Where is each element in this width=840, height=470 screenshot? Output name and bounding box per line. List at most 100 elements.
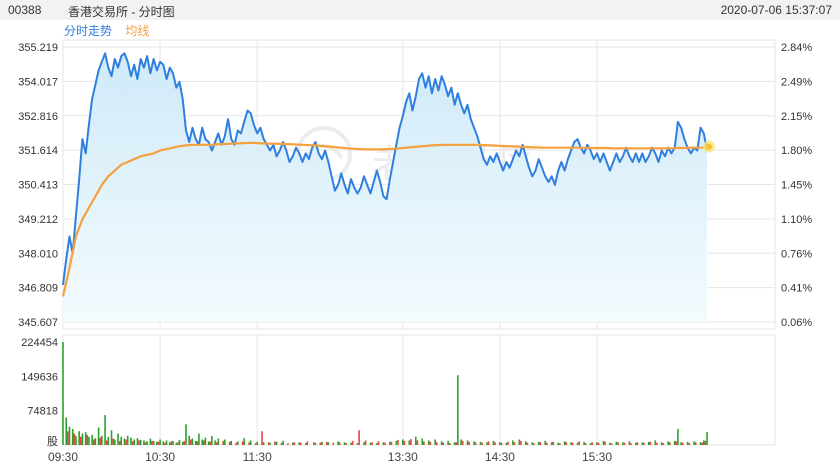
volume-bar-down xyxy=(363,442,365,445)
volume-bar-down xyxy=(120,436,123,445)
volume-bar-down xyxy=(421,438,424,445)
volume-bar-up xyxy=(669,442,671,445)
average-line xyxy=(61,141,707,297)
volume-bar-down xyxy=(113,439,116,445)
percent-tick-label: 0.76% xyxy=(781,248,812,260)
volume-bar-up xyxy=(157,441,160,445)
volume-bar-up xyxy=(442,442,445,445)
volume-bar-up xyxy=(300,442,302,445)
volume-bar-up xyxy=(649,441,652,445)
volume-bar-down xyxy=(224,439,226,445)
price-axis-labels: 355.219 354.017 352.816 351.614 350.413 349.2… xyxy=(18,42,58,329)
volume-bar-up xyxy=(73,433,76,445)
volume-bar-down xyxy=(236,441,239,445)
time-tick-label: 10:30 xyxy=(145,450,175,464)
price-tick-label: 352.816 xyxy=(18,111,58,123)
percent-tick-label: 2.49% xyxy=(781,76,812,88)
volume-bar-up xyxy=(410,439,412,445)
volume-bar-up xyxy=(125,439,127,445)
volume-bar-up xyxy=(448,443,451,445)
volume-bar-up xyxy=(306,441,309,445)
volume-bar-down xyxy=(143,440,145,445)
volume-bar-up xyxy=(241,441,244,445)
volume-bar-down xyxy=(201,439,203,445)
volume-bar-up xyxy=(390,441,393,445)
volume-unit-label: 股 xyxy=(47,435,58,448)
volume-bar-down xyxy=(686,441,689,445)
volume-bar-up xyxy=(338,442,341,445)
volume-bar-up xyxy=(546,442,548,445)
volume-bar-down xyxy=(466,440,469,445)
volume-bar-up xyxy=(248,442,250,445)
volume-bar-up xyxy=(254,443,257,445)
price-tick-label: 354.017 xyxy=(18,76,58,88)
volume-bar-up xyxy=(704,440,707,445)
volume-bar-up xyxy=(416,440,419,445)
volume-bar-up xyxy=(235,442,237,445)
volume-bar-up xyxy=(325,441,328,445)
volume-bar-up xyxy=(500,442,503,445)
volume-bar-down xyxy=(194,440,197,445)
volume-bar-up xyxy=(228,441,231,445)
volume-bar-down xyxy=(68,426,71,445)
volume-bar-down xyxy=(525,441,527,445)
volume-bar-down xyxy=(440,441,443,445)
volume-bar-down xyxy=(149,438,152,445)
volume-bar-up xyxy=(474,442,477,445)
volume-bar-down xyxy=(635,442,637,445)
volume-bar-up xyxy=(267,442,270,445)
last-point-dot xyxy=(706,143,713,150)
volume-bar-down xyxy=(647,441,650,445)
volume-bar-up xyxy=(526,442,529,445)
volume-bar-down xyxy=(275,441,278,445)
volume-bar-down xyxy=(667,441,669,445)
legend-average-line[interactable]: 均线 xyxy=(125,24,150,38)
time-axis-labels: 09:30 10:30 11:30 13:30 14:30 15:30 xyxy=(48,450,612,464)
volume-bar-down xyxy=(596,442,598,445)
volume-bar-down xyxy=(185,424,187,445)
volume-bar-down xyxy=(243,438,246,445)
volume-bar-down xyxy=(654,440,657,445)
volume-bar-down xyxy=(97,427,100,445)
volume-bar-down xyxy=(81,433,84,445)
legend-price-line[interactable]: 分时走势 xyxy=(64,24,113,38)
percent-axis-labels: 2.84% 2.49% 2.15% 1.80% 1.45% 1.10% 0.76% 0.41%… xyxy=(781,42,812,329)
price-tick-label: 355.219 xyxy=(18,42,58,54)
volume-bar-down xyxy=(269,442,271,445)
volume-bar-up xyxy=(681,442,684,445)
volume-bar-down xyxy=(207,441,210,445)
volume-bar-down xyxy=(706,432,708,445)
volume-bar-up xyxy=(319,442,322,445)
volume-bar-up xyxy=(80,436,82,445)
volume-bar-down xyxy=(499,442,501,445)
volume-bar-up xyxy=(539,442,542,445)
volume-bar-down xyxy=(172,440,174,445)
volume-bar-down xyxy=(576,442,579,445)
volume-bar-up xyxy=(429,441,432,445)
volume-bar-up xyxy=(170,441,173,445)
volume-bar-down xyxy=(343,442,346,445)
volume-bar-down xyxy=(460,439,462,445)
volume-bar-down xyxy=(75,435,77,445)
volume-bar-down xyxy=(703,440,705,445)
volume-bar-down xyxy=(615,441,618,445)
volume-bar-up xyxy=(261,431,263,445)
volume-bar-down xyxy=(71,428,74,445)
volume-bar-down xyxy=(314,442,317,445)
volume-bar-up xyxy=(215,442,218,445)
volume-bar-up xyxy=(656,442,658,445)
volume-bar-up xyxy=(332,442,335,445)
volume-bar-down xyxy=(505,442,508,445)
volume-bar-down xyxy=(152,440,155,445)
volume-bar-up xyxy=(86,434,89,445)
volume-bar-down xyxy=(78,431,80,445)
header-bar: 00388 香港交易所 - 分时图 2020-07-06 15:37:07 xyxy=(0,0,840,20)
volume-bar-down xyxy=(622,442,624,445)
volume-tick-label: 149636 xyxy=(21,371,58,383)
volume-bar-down xyxy=(531,442,534,445)
volume-bar-up xyxy=(461,440,464,445)
volume-bar-down xyxy=(680,442,682,445)
volume-bar-up xyxy=(565,442,568,445)
volume-bar-up xyxy=(455,442,458,445)
